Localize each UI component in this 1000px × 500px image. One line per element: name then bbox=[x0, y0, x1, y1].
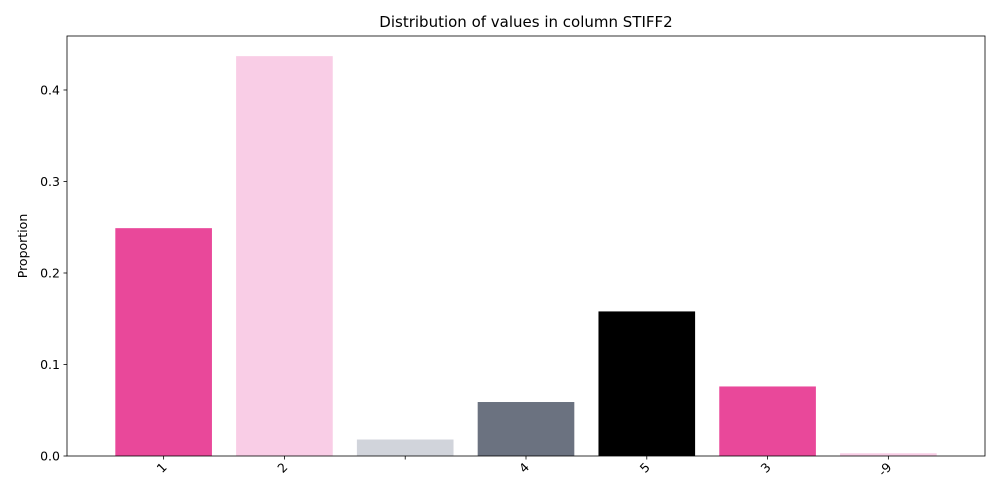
y-tick-label: 0.1 bbox=[40, 357, 60, 372]
x-tick-label: 4 bbox=[516, 459, 532, 475]
bar-1 bbox=[236, 56, 333, 457]
y-tick-label: 0.0 bbox=[40, 449, 60, 464]
bar-0 bbox=[115, 228, 212, 456]
bars-layer bbox=[115, 56, 937, 457]
x-tick-label: 3 bbox=[757, 460, 773, 476]
y-tick-label: 0.2 bbox=[40, 265, 60, 280]
x-tick-label: 5 bbox=[637, 460, 653, 476]
x-tick-label: -9 bbox=[875, 459, 894, 478]
bar-4 bbox=[598, 311, 696, 456]
x-tick-label: 1 bbox=[154, 460, 170, 476]
y-tick-label: 0.4 bbox=[40, 82, 60, 97]
y-axis-label: Proportion bbox=[15, 214, 30, 279]
bar-6 bbox=[840, 453, 937, 456]
x-tick-label: 2 bbox=[274, 460, 290, 476]
bar-5 bbox=[719, 386, 816, 456]
y-tick-label: 0.3 bbox=[40, 174, 60, 189]
bar-3 bbox=[477, 402, 575, 456]
bar-2 bbox=[356, 439, 454, 456]
chart-title: Distribution of values in column STIFF2 bbox=[379, 13, 672, 31]
